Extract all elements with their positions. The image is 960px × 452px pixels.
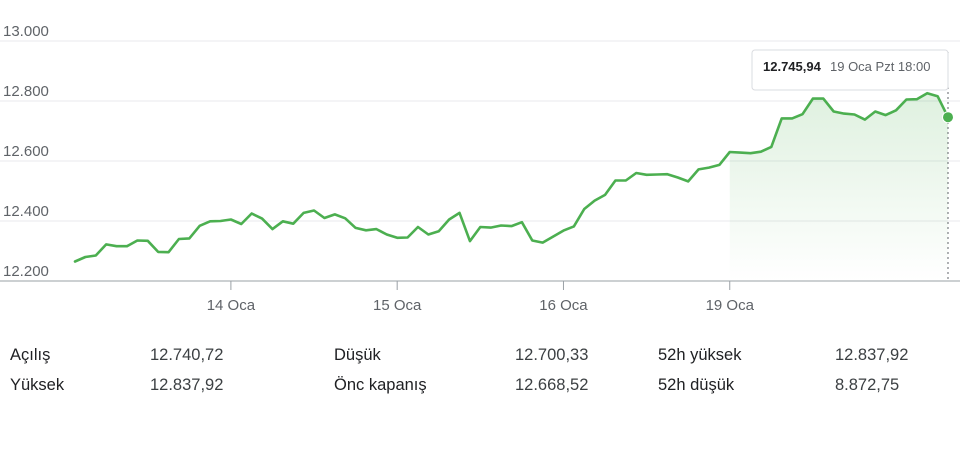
x-axis: 14 Oca 15 Oca 16 Oca 19 Oca xyxy=(207,281,755,314)
series-area xyxy=(729,93,948,281)
stat-prev-close-value: 12.668,52 xyxy=(515,376,589,394)
y-tick-label: 12.800 xyxy=(3,83,49,100)
y-tick-label: 12.600 xyxy=(3,143,49,160)
stat-52w-high-label: 52h yüksek xyxy=(658,346,742,364)
chart-tooltip: 12.745,94 19 Oca Pzt 18:00 xyxy=(751,49,949,91)
hover-point xyxy=(942,111,954,124)
x-tick-label: 19 Oca xyxy=(706,297,755,314)
stat-high-value: 12.837,92 xyxy=(150,376,224,394)
stat-52w-high-value: 12.837,92 xyxy=(835,346,909,364)
x-tick-label: 16 Oca xyxy=(539,297,588,314)
stat-prev-close-label: Önc kapanış xyxy=(334,376,427,394)
stat-52w-low-value: 8.872,75 xyxy=(835,376,900,394)
x-tick-label: 15 Oca xyxy=(373,297,422,314)
series-line xyxy=(73,91,950,263)
price-chart[interactable]: 13.000 12.800 12.600 12.400 12.200 14 Oca 15 … xyxy=(0,0,960,330)
stat-low-value: 12.700,33 xyxy=(515,346,589,364)
tooltip-box xyxy=(751,49,949,91)
tooltip-value: 12.745,94 xyxy=(763,59,822,74)
stat-52w-low-label: 52h düşük xyxy=(658,376,735,394)
price-series xyxy=(73,91,950,281)
stat-open-value: 12.740,72 xyxy=(150,346,224,364)
y-axis: 13.000 12.800 12.600 12.400 12.200 xyxy=(3,23,49,280)
stat-low-label: Düşük xyxy=(334,346,381,364)
x-tick-label: 14 Oca xyxy=(207,297,256,314)
tooltip-date: 19 Oca Pzt 18:00 xyxy=(830,59,930,74)
hover-indicator xyxy=(942,52,954,281)
y-tick-label: 12.200 xyxy=(3,263,49,280)
stat-high-label: Yüksek xyxy=(10,376,65,394)
y-tick-label: 12.400 xyxy=(3,203,49,220)
y-tick-label: 13.000 xyxy=(3,23,49,40)
stat-open-label: Açılış xyxy=(10,346,51,364)
